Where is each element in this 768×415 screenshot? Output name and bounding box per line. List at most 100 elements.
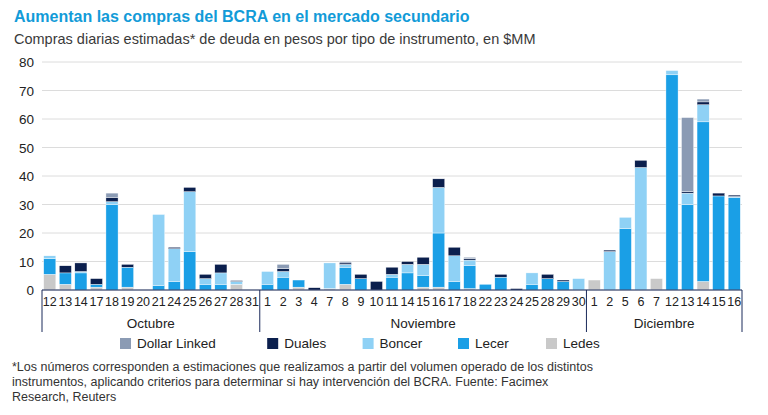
bar-segment [666,70,678,71]
bar-segment [339,267,351,284]
bar-segment [588,280,600,290]
bar-segment [168,247,180,248]
bar-segment [293,280,305,281]
bar-segment [215,284,227,290]
bar-segment [697,105,709,122]
bar-segment [495,274,507,275]
x-tick-label: 18 [105,295,119,309]
grid-line [42,119,742,120]
grid-line [42,90,742,91]
bar-segment [433,178,445,179]
bar-segment [215,264,227,273]
bar-segment [121,264,133,265]
bar-segment [355,274,367,275]
bar-segment [681,193,693,204]
bar-segment [635,160,647,161]
x-tick-label: 13 [58,295,72,309]
bar-segment [464,260,476,266]
x-tick-label: 9 [357,295,364,309]
bar-segment [75,262,87,263]
x-tick-label: 6 [637,295,644,309]
x-tick-label: 29 [556,295,570,309]
x-tick-label: 7 [326,295,333,309]
bar-segment [401,273,413,290]
bar-segment [44,259,56,275]
y-tick-label: 70 [19,84,34,99]
bar-segment [588,280,600,281]
bar-segment [619,217,631,218]
bar-segment [557,280,569,281]
group-separator [259,290,260,332]
bar-segment [44,256,56,259]
bar-segment [168,247,180,248]
x-tick-label: 1 [591,295,598,309]
bar-segment [106,193,118,197]
bar-segment [401,264,413,273]
x-tick-label: 25 [525,295,539,309]
bar-segment [75,273,87,290]
bar-segment [153,214,165,215]
bar-segment [728,195,740,196]
bar-segment [588,280,600,281]
bars [44,71,741,290]
bar-segment [541,274,553,278]
bar-segment [153,214,165,285]
bar-segment [339,262,351,263]
bar-segment [106,205,118,291]
x-tick-label: 27 [214,295,228,309]
bar-segment [261,284,273,290]
bar-segment [495,277,507,290]
bar-segment [277,271,289,277]
x-tick-label: 24 [167,295,181,309]
bar-segment [386,267,398,274]
bar-segment [495,274,507,277]
bar-segment [324,263,336,289]
bar-segment [230,280,242,281]
subtitle: Compras diarias estimadas* de deuda en p… [14,31,535,47]
bar-segment [666,70,678,71]
x-tick-label: 8 [342,295,349,309]
y-tick-label: 60 [19,112,34,127]
bar-segment [526,272,538,273]
footnote: *Los números corresponden a estimaciones… [12,360,593,404]
bar-segment [386,267,398,268]
x-tick-label: 28 [541,295,555,309]
bar-segment [370,281,382,282]
bar-segment [526,273,538,284]
bar-segment [121,264,133,267]
bar-segment [355,279,367,290]
bar-segment [230,280,242,282]
x-tick-label: 25 [183,295,197,309]
bar-segment [728,196,740,198]
bar-segment [339,264,351,267]
bar-segment [510,288,522,289]
legend-swatch [120,338,131,349]
x-tick-label: 14 [696,295,710,309]
bar-segment [386,277,398,290]
bar-segment [230,284,242,290]
bar-segment [355,274,367,278]
bar-segment [433,233,445,287]
bar-segment [479,284,491,285]
x-tick-label: 7 [653,295,660,309]
x-tick-label: 26 [198,295,212,309]
y-tick-label: 30 [19,198,34,213]
bar-segment [199,274,211,275]
bar-segment [293,280,305,281]
bar-segment [448,256,460,282]
x-tick-label: 28 [229,295,243,309]
bar-segment [106,202,118,205]
group-label: Octubre [127,316,175,331]
bar-segment [448,247,460,248]
x-tick-label: 19 [121,295,135,309]
legend-label: Ledes [563,336,600,351]
legend-swatch [267,338,278,349]
x-tick-label: 10 [369,295,383,309]
bar-segment [44,255,56,256]
bar-segment [666,71,678,75]
x-tick-label: 24 [509,295,523,309]
bar-segment [650,279,662,290]
bar-segment [697,99,709,102]
bar-segment [557,280,569,281]
y-tick-label: 80 [19,55,34,70]
